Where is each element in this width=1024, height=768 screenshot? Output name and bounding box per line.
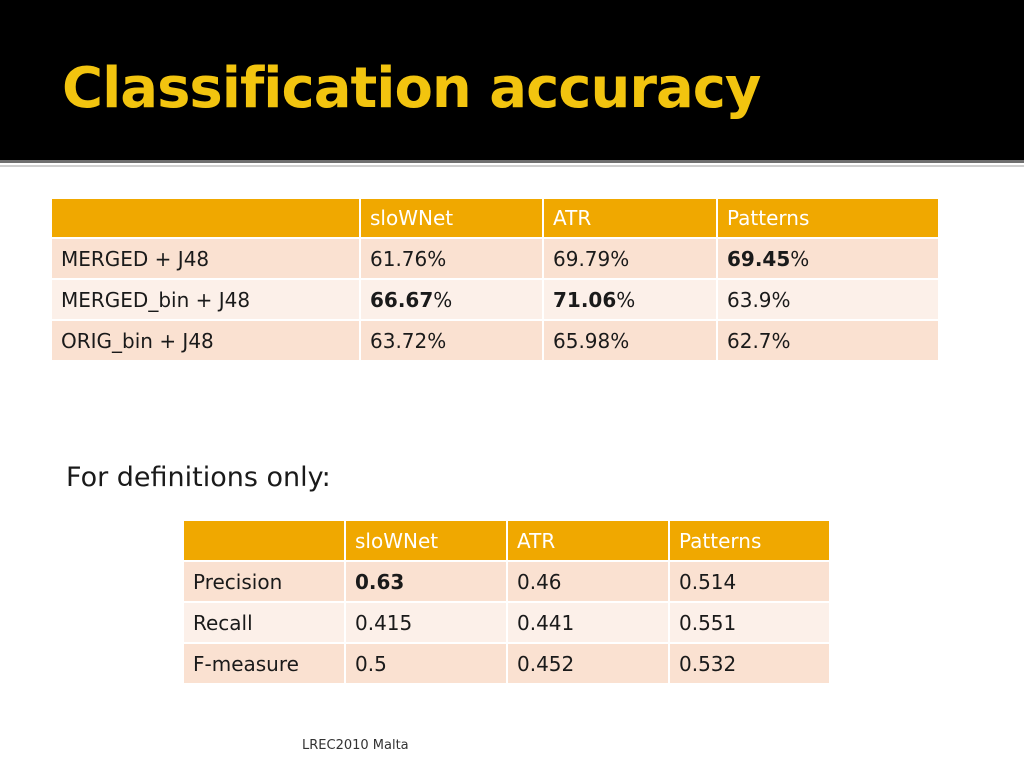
table-cell: 0.63 (346, 562, 506, 601)
cell-text-part: 63.72% (370, 328, 447, 353)
table-row: MERGED_bin + J48 66.67% 71.06% 63.9% (52, 280, 938, 319)
definitions-subheading: For definitions only: (66, 462, 331, 493)
table-cell: 63.72% (361, 321, 542, 360)
table-row: Precision 0.63 0.46 0.514 (184, 562, 829, 601)
cell-text-part: % (616, 287, 636, 312)
header-cell-atr: ATR (544, 199, 716, 237)
cell-text-part: % (433, 287, 453, 312)
cell-text-part: 62.7% (727, 328, 791, 353)
table-cell: 66.67% (361, 280, 542, 319)
row-label: MERGED_bin + J48 (52, 280, 359, 319)
cell-text-part: 0.452 (517, 651, 575, 676)
header-cell-patterns: Patterns (718, 199, 938, 237)
slide-title: Classification accuracy (62, 56, 761, 121)
table-cell: 63.9% (718, 280, 938, 319)
table-cell: 71.06% (544, 280, 716, 319)
row-label: MERGED + J48 (52, 239, 359, 278)
table-row: MERGED + J48 61.76% 69.79% 69.45% (52, 239, 938, 278)
cell-text-part: 0.441 (517, 610, 575, 635)
table-row: ORIG_bin + J48 63.72% 65.98% 62.7% (52, 321, 938, 360)
table-cell: 0.441 (508, 603, 668, 642)
table-cell: 69.45% (718, 239, 938, 278)
cell-text-part: 69.79% (553, 246, 630, 271)
table-cell: 0.415 (346, 603, 506, 642)
cell-text-part: % (790, 246, 810, 271)
table-cell: 0.452 (508, 644, 668, 683)
table-header-row: sloWNet ATR Patterns (52, 199, 938, 237)
cell-text-part: 0.551 (679, 610, 737, 635)
cell-text-part: 0.532 (679, 651, 737, 676)
cell-text-part: 61.76% (370, 246, 447, 271)
cell-text-part: 63.9% (727, 287, 791, 312)
title-divider-thin (0, 165, 1024, 167)
table-header-row: sloWNet ATR Patterns (184, 521, 829, 560)
slide-footer: LREC2010 Malta (302, 738, 409, 753)
header-cell-row-label (184, 521, 344, 560)
table-cell: 62.7% (718, 321, 938, 360)
cell-bold-part: 66.67 (370, 287, 434, 312)
header-cell-slownet: sloWNet (361, 199, 542, 237)
title-divider (0, 160, 1024, 163)
row-label: F-measure (184, 644, 344, 683)
cell-bold-part: 69.45 (727, 246, 791, 271)
table-cell: 69.79% (544, 239, 716, 278)
title-band: Classification accuracy (0, 0, 1024, 160)
table-cell: 0.46 (508, 562, 668, 601)
header-cell-slownet: sloWNet (346, 521, 506, 560)
table-cell: 0.532 (670, 644, 829, 683)
table-cell: 65.98% (544, 321, 716, 360)
header-cell-row-label (52, 199, 359, 237)
definitions-table: sloWNet ATR Patterns Precision 0.63 0.46… (182, 519, 831, 685)
header-cell-patterns: Patterns (670, 521, 829, 560)
cell-bold-part: 0.63 (355, 569, 405, 594)
cell-bold-part: 71.06 (553, 287, 617, 312)
accuracy-table: sloWNet ATR Patterns MERGED + J48 61.76%… (50, 197, 940, 362)
table-cell: 61.76% (361, 239, 542, 278)
table-row: Recall 0.415 0.441 0.551 (184, 603, 829, 642)
row-label: Recall (184, 603, 344, 642)
cell-text-part: 0.415 (355, 610, 413, 635)
cell-text-part: 0.46 (517, 569, 562, 594)
header-cell-atr: ATR (508, 521, 668, 560)
cell-text-part: 0.514 (679, 569, 737, 594)
table-cell: 0.514 (670, 562, 829, 601)
cell-text-part: 0.5 (355, 651, 387, 676)
table-cell: 0.5 (346, 644, 506, 683)
cell-text-part: 65.98% (553, 328, 630, 353)
row-label: Precision (184, 562, 344, 601)
row-label: ORIG_bin + J48 (52, 321, 359, 360)
table-cell: 0.551 (670, 603, 829, 642)
table-row: F-measure 0.5 0.452 0.532 (184, 644, 829, 683)
